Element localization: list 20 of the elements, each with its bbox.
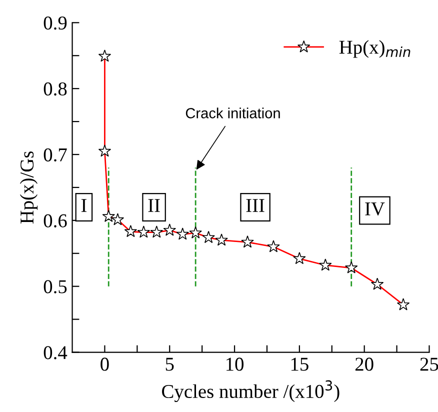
x-tick-label: 10 — [226, 358, 244, 371]
y-tick-label: 0.9 — [44, 16, 67, 30]
y-tick-label: 0.4 — [44, 346, 68, 360]
y-tick-label: 0.5 — [44, 280, 67, 294]
y-axis-title: Hp(x)/Gs — [20, 151, 38, 224]
x-tick-label: 0 — [100, 358, 109, 371]
y-tick-label: 0.6 — [44, 214, 67, 228]
annotation: IV — [365, 202, 385, 216]
annotation: I — [81, 199, 87, 212]
x-tick-label: 25 — [420, 358, 438, 371]
x-tick-label: 15 — [291, 358, 308, 371]
y-tick-label: 0.7 — [44, 148, 67, 162]
x-axis-title: Cycles number /(x10$^{3}$) — [162, 380, 340, 402]
y-tick-label: 0.8 — [44, 82, 67, 96]
annotation: III — [246, 199, 264, 212]
annotation: II — [148, 199, 160, 212]
legend-label: Hp(x)$_{min}$ — [339, 40, 410, 58]
annotation: Crack initiation — [186, 108, 280, 118]
x-tick-label: 5 — [166, 358, 174, 371]
x-tick-label: 20 — [355, 358, 374, 371]
